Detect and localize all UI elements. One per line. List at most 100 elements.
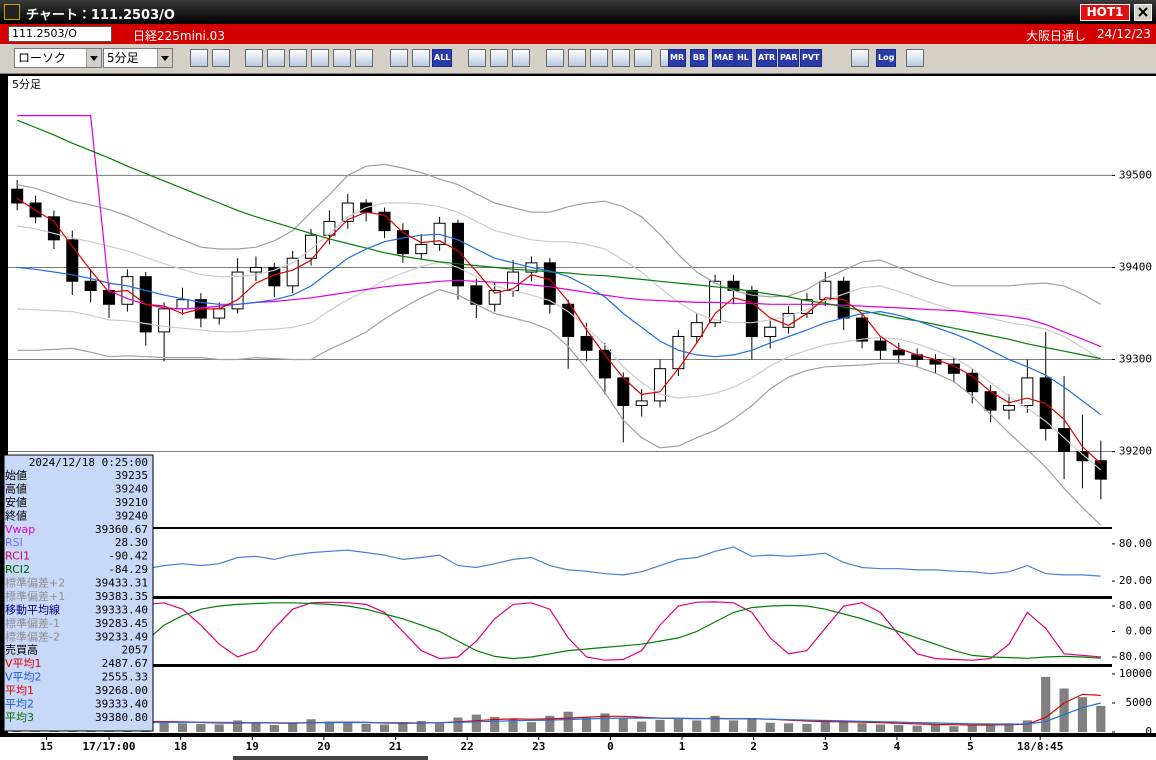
info-label: V平均2: [5, 670, 42, 684]
toolbar-button[interactable]: ATR: [756, 49, 778, 67]
x-tick-label: 4: [894, 740, 901, 753]
volume-bar: [232, 720, 243, 732]
candle-body: [231, 271, 244, 310]
candle-body: [966, 372, 979, 393]
y-tick-label: 39500: [1119, 168, 1152, 181]
volume-bar: [251, 722, 261, 732]
scrollbar[interactable]: [233, 756, 428, 760]
candle-body: [396, 230, 409, 255]
indicator-line: [17, 202, 1102, 361]
info-label: 終値: [5, 509, 27, 522]
toolbar-icon[interactable]: [245, 49, 263, 67]
toolbar-button[interactable]: ALL: [432, 49, 453, 67]
volume-bar: [398, 722, 408, 732]
info-value: 39268.00: [95, 684, 148, 697]
candle-body: [507, 271, 520, 291]
toolbar-icon[interactable]: [851, 49, 869, 67]
axis-separator: [0, 735, 1156, 737]
toolbar-icon[interactable]: [512, 49, 530, 67]
indicator-line: [17, 288, 1102, 526]
toolbar-button[interactable]: Log: [876, 49, 897, 67]
candle-body: [690, 322, 703, 337]
volume-bar: [1041, 676, 1051, 732]
toolbar-icon[interactable]: [267, 49, 285, 67]
toolbar-icon[interactable]: [412, 49, 430, 67]
candle-body: [213, 308, 226, 319]
session: 大阪日通し: [1026, 29, 1087, 43]
toolbar-icon[interactable]: [289, 49, 307, 67]
toolbar-icon[interactable]: [568, 49, 586, 67]
toolbar-icon[interactable]: [333, 49, 351, 67]
volume-bar: [361, 723, 371, 732]
toolbar-icon[interactable]: [212, 49, 230, 67]
toolbar-button[interactable]: MR: [668, 49, 687, 67]
toolbar-button[interactable]: PAR: [778, 49, 800, 67]
toolbar-icon[interactable]: [390, 49, 408, 67]
volume-bar: [1059, 688, 1069, 732]
toolbar-icon[interactable]: [590, 49, 608, 67]
volume-bar: [618, 717, 628, 732]
toolbar-icon[interactable]: [311, 49, 329, 67]
indicator-line: [17, 602, 1101, 661]
info-value: 39333.40: [95, 603, 148, 616]
info-datetime: 2024/12/18 0:25:00: [29, 456, 148, 469]
chart-style: ローソク: [18, 51, 67, 65]
close-button[interactable]: [1134, 4, 1152, 21]
symbol-input[interactable]: 111.2503/O: [8, 26, 112, 42]
candle-body: [654, 368, 667, 402]
symbol-name: 日経225mini.03: [133, 29, 225, 43]
date: 24/12/23: [1097, 27, 1151, 41]
toolbar-button[interactable]: HL: [734, 49, 752, 67]
value-axis: [1112, 76, 1156, 733]
hot-button[interactable]: HOT1: [1080, 4, 1130, 21]
volume-bar: [894, 725, 904, 732]
info-value: -90.42: [108, 550, 148, 563]
interval-select[interactable]: 5分足: [103, 48, 173, 68]
candle-body: [856, 317, 869, 342]
volume-bar: [177, 723, 188, 732]
info-label: 標準偏差+2: [5, 576, 65, 590]
info-label: RSI: [5, 536, 23, 549]
info-value: 2555.33: [102, 671, 148, 684]
toolbar-icon[interactable]: [612, 49, 630, 67]
x-tick-label: 15: [40, 740, 53, 753]
info-label: 平均3: [5, 710, 34, 724]
info-label: 平均1: [5, 683, 34, 697]
toolbar-icon[interactable]: [634, 49, 652, 67]
x-tick-label: 5: [967, 740, 974, 753]
candle-body: [562, 303, 575, 337]
toolbar-icon[interactable]: [190, 49, 208, 67]
interval: 5分足: [107, 51, 139, 65]
toolbar-icon[interactable]: [355, 49, 373, 67]
candle-body: [1021, 377, 1034, 407]
volume-bar: [324, 721, 335, 732]
volume-bar: [765, 722, 775, 732]
candle-body: [598, 349, 611, 379]
toolbar-button[interactable]: MAE: [712, 49, 736, 67]
candle-body: [1076, 451, 1089, 462]
info-value: 39210: [115, 496, 148, 509]
info-label: 始値: [5, 468, 27, 482]
volume-bar: [857, 723, 867, 732]
chart-style-select[interactable]: ローソク: [14, 48, 102, 68]
title-bar: チャート：111.2503/O HOT1: [0, 0, 1156, 24]
volume-bar: [416, 720, 426, 732]
indicator-line: [17, 233, 1102, 416]
toolbar-icon[interactable]: [546, 49, 564, 67]
toolbar-icon[interactable]: [468, 49, 486, 67]
toolbar-button[interactable]: BB: [690, 49, 708, 67]
candle-body: [341, 202, 354, 222]
candle-body: [543, 262, 556, 305]
app-icon: [4, 4, 20, 20]
candle-body: [488, 289, 501, 305]
y-tick-label: 39300: [1119, 352, 1152, 365]
volume-bar: [967, 724, 977, 732]
toolbar-icon[interactable]: [906, 49, 924, 67]
toolbar-button[interactable]: PVT: [800, 49, 822, 67]
info-label: 標準偏差+1: [5, 589, 65, 603]
indicator-line: [16, 601, 1101, 661]
toolbar-icon[interactable]: [490, 49, 508, 67]
